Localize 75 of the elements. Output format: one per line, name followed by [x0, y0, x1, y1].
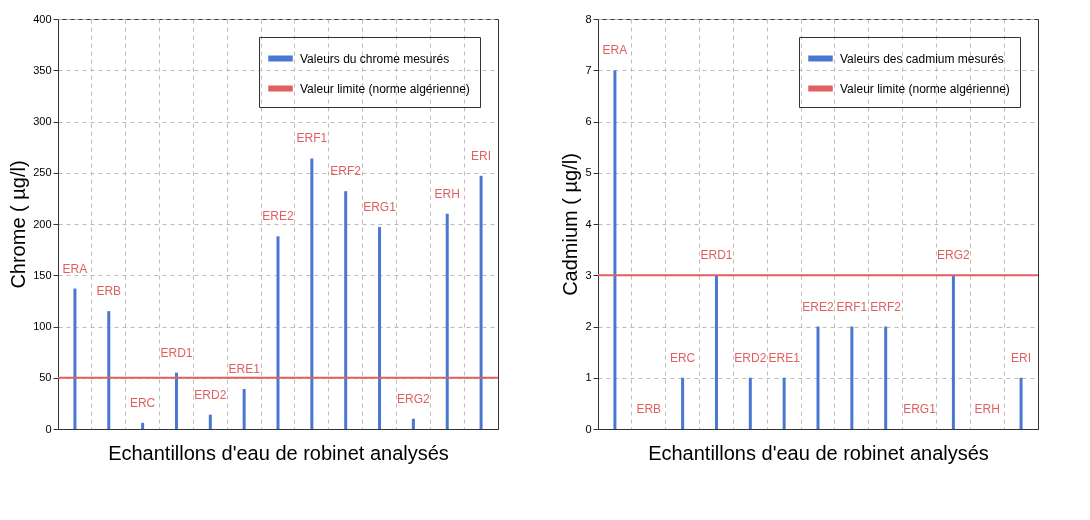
bar — [681, 377, 685, 429]
x-tick-label: ERF1 — [296, 131, 328, 146]
y-tick-label: 1 — [585, 371, 592, 384]
y-tick-label: 2 — [585, 320, 592, 332]
y-tick-label: 3 — [585, 268, 592, 281]
y-tick-label: 0 — [45, 422, 52, 435]
x-tick-label: ERD1 — [160, 345, 193, 360]
y-tick-label: 0 — [585, 422, 592, 435]
x-tick-label: ERF2 — [870, 299, 902, 314]
y-tick-label: 400 — [33, 12, 52, 25]
x-axis-title: Echantillons d'eau de robinet analysés — [108, 441, 449, 464]
y-tick-label: 300 — [33, 115, 52, 127]
x-tick-label: ERD2 — [734, 350, 767, 365]
y-axis-title: Cadmium ( µg/l) — [559, 153, 582, 296]
x-tick-label: ERI — [471, 148, 492, 163]
x-tick-label: ERG2 — [937, 248, 971, 263]
bar — [141, 422, 145, 429]
legend-label: Valeur limite (norme algérienne) — [300, 81, 470, 96]
bar — [411, 418, 415, 429]
bar — [613, 70, 617, 429]
legend-label: Valeur limite (norme algérienne) — [840, 81, 1010, 96]
y-axis-title: Chrome ( µg/l) — [7, 160, 30, 289]
y-tick-label: 250 — [33, 166, 52, 179]
y-tick-label: 150 — [33, 268, 52, 281]
y-tick-label: 8 — [585, 12, 592, 25]
x-tick-label: ERD2 — [194, 387, 227, 402]
bar — [310, 158, 314, 429]
x-tick-label: ERH — [434, 186, 460, 201]
y-tick-label: 6 — [585, 115, 592, 127]
bar — [479, 175, 483, 429]
x-tick-label: ERD1 — [700, 248, 733, 263]
bar — [1019, 377, 1023, 429]
bar — [378, 227, 382, 429]
bar — [107, 311, 111, 429]
x-tick-label: ERF1 — [836, 299, 868, 314]
bar — [951, 275, 955, 429]
x-tick-label: ERF2 — [330, 164, 362, 179]
bar — [816, 326, 820, 429]
x-tick-label: ERB — [96, 284, 122, 299]
x-axis-title: Echantillons d'eau de robinet analysés — [648, 441, 989, 464]
x-tick-label: ERH — [974, 402, 1000, 416]
bar — [714, 275, 718, 429]
bar — [242, 389, 246, 429]
y-tick-label: 5 — [585, 166, 592, 179]
x-tick-label: ERG1 — [903, 402, 937, 416]
bar — [850, 326, 854, 429]
bar — [276, 236, 280, 429]
x-tick-label: ERE2 — [802, 299, 834, 314]
y-tick-label: 100 — [33, 320, 52, 332]
y-tick-label: 200 — [33, 217, 52, 230]
bar — [782, 377, 786, 429]
bar — [344, 191, 348, 429]
bar — [748, 377, 752, 429]
y-tick-label: 7 — [585, 63, 592, 76]
x-tick-label: ERC — [129, 395, 156, 410]
bar — [884, 326, 888, 429]
legend-label: Valeurs des cadmium mesurés — [840, 51, 1004, 66]
y-tick-label: 4 — [585, 217, 592, 230]
bar — [208, 414, 212, 429]
x-tick-label: ERE1 — [768, 350, 801, 365]
x-tick-label: ERE2 — [262, 209, 294, 224]
x-tick-label: ERE1 — [228, 362, 261, 377]
bar — [445, 213, 449, 429]
y-tick-label: 350 — [33, 63, 52, 76]
x-tick-label: ERG1 — [363, 200, 397, 215]
y-tick-label: 50 — [39, 371, 52, 384]
bar — [73, 288, 77, 429]
x-tick-label: ERC — [669, 350, 696, 365]
x-tick-label: ERA — [62, 261, 88, 276]
x-tick-label: ERB — [636, 402, 662, 416]
x-tick-label: ERG2 — [397, 391, 431, 406]
x-tick-label: ERI — [1011, 350, 1032, 365]
legend-label: Valeurs du chrome mesurés — [300, 51, 450, 66]
bar — [174, 372, 178, 429]
x-tick-label: ERA — [602, 43, 628, 58]
